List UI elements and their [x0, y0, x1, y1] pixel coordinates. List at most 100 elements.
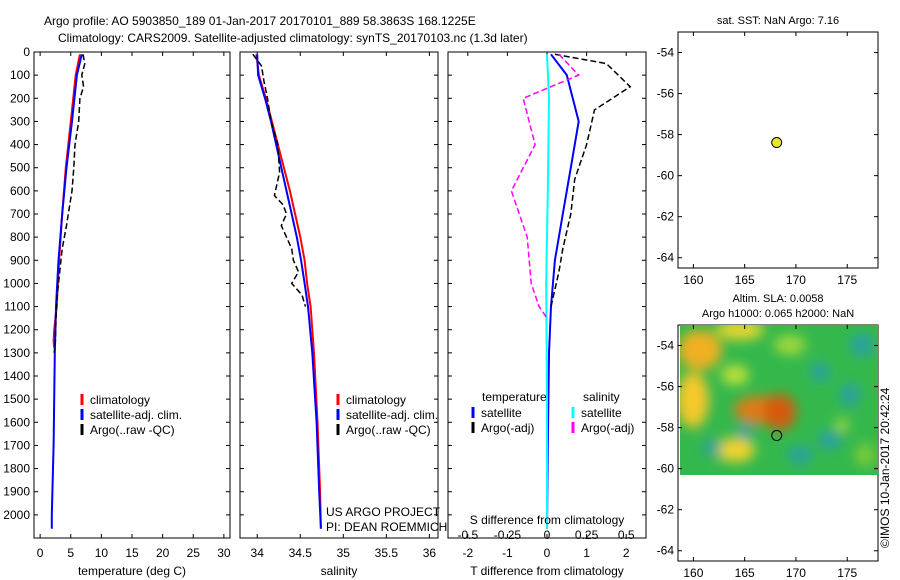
y-tick-label: 2000 — [3, 508, 30, 522]
project-annotation: US ARGO PROJECT — [326, 505, 441, 519]
y-tick-label: 1400 — [3, 369, 30, 383]
argo-location-marker — [771, 137, 783, 149]
argo-location-marker — [771, 430, 783, 442]
top-x-tick-label: 0.5 — [618, 528, 635, 542]
figure-title-line1: Argo profile: AO 5903850_189 01-Jan-2017… — [44, 14, 476, 28]
y-tick-label: 1100 — [4, 300, 30, 314]
y-tick-label: 0 — [23, 45, 30, 59]
map-x-tick-label: 165 — [735, 566, 755, 580]
top-x-tick-label: 0 — [544, 528, 551, 542]
map-y-tick-label: -60 — [657, 462, 675, 476]
legend-header-temperature: temperature — [482, 390, 547, 404]
x-axis-label: salinity — [321, 564, 358, 578]
map-x-tick-label: 160 — [683, 566, 703, 580]
x-tick-label: 36 — [423, 546, 437, 560]
map-y-tick-label: -54 — [657, 339, 675, 353]
y-tick-label: 1800 — [3, 462, 30, 476]
y-tick-label: 600 — [10, 184, 30, 198]
x-tick-label: -2 — [462, 546, 473, 560]
map-x-tick-label: 160 — [683, 273, 703, 287]
x-tick-label: 10 — [95, 546, 109, 560]
figure-title-line2: Climatology: CARS2009. Satellite-adjuste… — [58, 31, 528, 45]
series-line-climatology — [255, 54, 322, 529]
x-tick-label: 30 — [217, 546, 231, 560]
sla-heatmap — [680, 325, 878, 475]
map-y-tick-label: -62 — [657, 503, 675, 517]
y-tick-label: 1000 — [3, 276, 30, 290]
legend-label: satellite — [481, 406, 522, 420]
series-line-t-argo-adj- — [550, 53, 632, 307]
map-y-tick-label: -54 — [657, 46, 675, 60]
top-x-tick-label: -0.5 — [457, 528, 478, 542]
x-tick-label: 35 — [337, 546, 351, 560]
sst-map-axes — [677, 31, 879, 269]
map-y-tick-label: -60 — [657, 169, 675, 183]
y-tick-label: 1500 — [3, 392, 30, 406]
y-tick-label: 200 — [10, 91, 30, 105]
legend-label: satellite — [581, 406, 622, 420]
x-tick-label: 34 — [251, 546, 265, 560]
legend-label: climatology — [90, 393, 150, 407]
map-x-tick-label: 165 — [735, 273, 755, 287]
y-tick-label: 500 — [10, 161, 30, 175]
x-tick-label: 5 — [67, 546, 74, 560]
x-tick-label: 34.5 — [289, 546, 313, 560]
series-line-satellite-adj-clim- — [256, 54, 322, 529]
map-x-tick-label: 175 — [837, 273, 857, 287]
y-tick-label: 1300 — [3, 346, 30, 360]
series-line-s-satellite — [545, 54, 551, 529]
map-y-tick-label: -56 — [657, 87, 675, 101]
y-tick-label: 800 — [10, 230, 30, 244]
y-tick-label: 300 — [10, 114, 30, 128]
legend-label: Argo(-adj) — [581, 421, 634, 435]
legend-label: satellite-adj. clim. — [90, 408, 182, 422]
map-y-tick-label: -64 — [657, 544, 675, 558]
x-tick-label: -1 — [502, 546, 513, 560]
series-line-argo-raw-qc- — [252, 53, 307, 307]
y-tick-label: 1700 — [3, 438, 30, 452]
sst-map-title: sat. SST: NaN Argo: 7.16 — [717, 15, 839, 27]
y-tick-label: 400 — [10, 138, 30, 152]
map-x-tick-label: 175 — [837, 566, 857, 580]
top-x-tick-label: 0.25 — [575, 528, 599, 542]
series-line-t-satellite — [546, 53, 580, 529]
credit-text: ©IMOS 10-Jan-2017 20:42:24 — [878, 387, 892, 548]
x-axis-label: T difference from climatology — [470, 564, 624, 578]
top-x-axis-label: S difference from climatology — [470, 513, 625, 527]
x-tick-label: 35.5 — [375, 546, 399, 560]
x-axis-label: temperature (deg C) — [78, 564, 186, 578]
map-x-tick-label: 170 — [786, 566, 806, 580]
top-x-tick-label: -0.25 — [494, 528, 522, 542]
x-tick-label: 25 — [187, 546, 201, 560]
series-line-s-argo-adj- — [510, 53, 580, 319]
y-tick-label: 1200 — [3, 323, 30, 337]
legend-label: Argo(-adj) — [481, 421, 534, 435]
x-tick-label: 20 — [156, 546, 170, 560]
legend-header-salinity: salinity — [583, 390, 620, 404]
map-y-tick-label: -56 — [657, 380, 675, 394]
pi-annotation: PI: DEAN ROEMMICH — [326, 520, 447, 534]
map-y-tick-label: -62 — [657, 210, 675, 224]
series-line-argo-raw-qc- — [53, 54, 86, 353]
sla-map-title-line1: Altim. SLA: 0.0058 — [732, 293, 823, 305]
legend-label: satellite-adj. clim. — [346, 408, 438, 422]
sla-map-title-line2: Argo h1000: 0.065 h2000: NaN — [702, 308, 854, 320]
map-y-tick-label: -58 — [657, 128, 675, 142]
legend-label: climatology — [346, 393, 406, 407]
x-tick-label: 1 — [583, 546, 590, 560]
y-tick-label: 1900 — [3, 485, 30, 499]
y-tick-label: 900 — [10, 253, 30, 267]
legend-label: Argo(..raw -QC) — [90, 423, 175, 437]
x-tick-label: 2 — [623, 546, 630, 560]
x-tick-label: 0 — [37, 546, 44, 560]
y-tick-label: 1600 — [3, 415, 30, 429]
map-x-tick-label: 170 — [786, 273, 806, 287]
y-tick-label: 100 — [10, 68, 30, 82]
y-tick-label: 700 — [10, 207, 30, 221]
map-y-tick-label: -64 — [657, 251, 675, 265]
x-tick-label: 0 — [544, 546, 551, 560]
legend-label: Argo(..raw -QC) — [346, 423, 431, 437]
salinity-axes — [239, 51, 439, 539]
x-tick-label: 15 — [125, 546, 139, 560]
